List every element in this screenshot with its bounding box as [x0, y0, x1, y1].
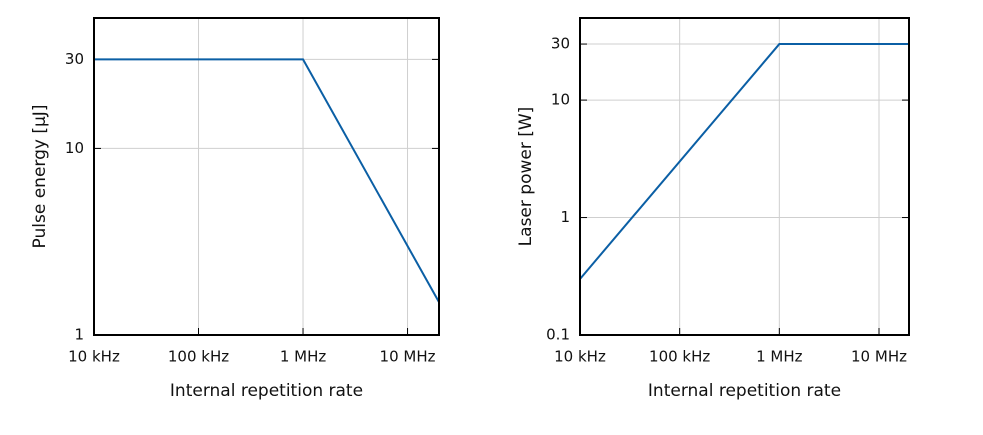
plot-frame	[93, 17, 440, 336]
y-axis-title: Laser power [W]	[516, 107, 536, 247]
x-tick-label: 10 kHz	[68, 348, 120, 366]
y-axis-title: Pulse energy [µJ]	[30, 105, 50, 249]
x-tick-label: 100 kHz	[168, 348, 229, 366]
y-tick-label: 1	[560, 208, 570, 226]
x-axis-title: Internal repetition rate	[170, 381, 363, 401]
y-tick-label: 0.1	[546, 326, 570, 344]
y-tick-label: 30	[551, 35, 570, 53]
y-tick-label: 10	[551, 91, 570, 109]
y-tick-label: 30	[65, 50, 84, 68]
x-axis-title: Internal repetition rate	[648, 381, 841, 401]
y-tick-label: 10	[65, 139, 84, 157]
data-line	[579, 43, 909, 280]
x-tick-label: 1 MHz	[756, 348, 803, 366]
x-tick-label: 10 MHz	[380, 348, 436, 366]
x-tick-label: 10 kHz	[554, 348, 606, 366]
plot-frame	[579, 17, 910, 336]
x-tick-label: 10 MHz	[851, 348, 907, 366]
x-tick-label: 1 MHz	[280, 348, 327, 366]
x-tick-label: 100 kHz	[649, 348, 710, 366]
y-tick-label: 1	[74, 326, 84, 344]
data-line	[94, 58, 440, 303]
